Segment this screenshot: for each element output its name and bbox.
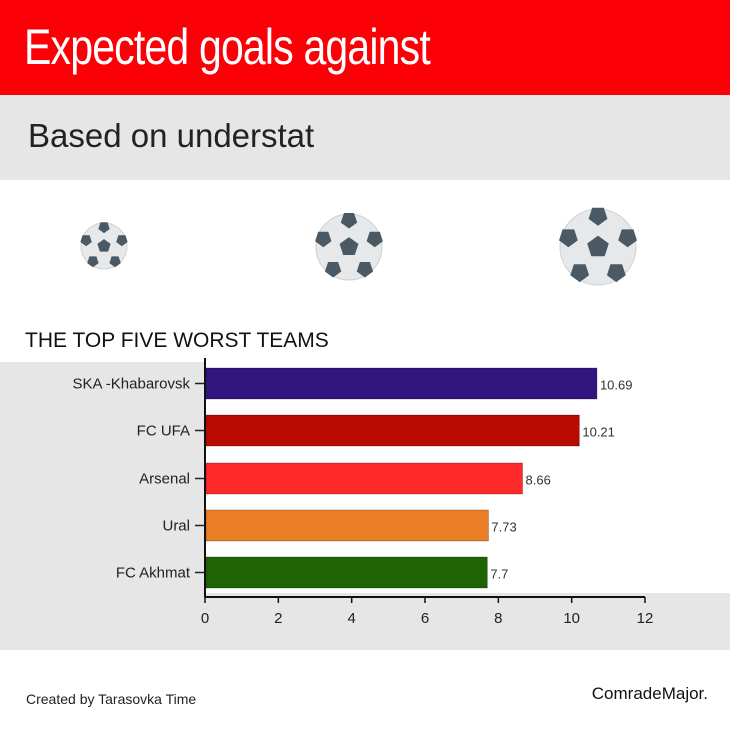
subtitle: Based on understat — [28, 117, 315, 154]
category-label: FC Akhmat — [116, 565, 191, 582]
data-label: 7.73 — [491, 520, 516, 535]
x-tick-label: 6 — [421, 610, 429, 627]
chart-label-background — [0, 362, 205, 593]
category-label: FC UFA — [137, 423, 190, 440]
category-label: SKA -Khabarovsk — [72, 376, 190, 393]
bar — [205, 367, 598, 400]
data-label: 7.7 — [490, 567, 508, 582]
x-tick-label: 8 — [494, 610, 502, 627]
subtitle-band: Based on understat — [0, 95, 730, 180]
data-label: 10.21 — [582, 425, 615, 440]
soccer-ball-icon — [80, 222, 128, 270]
bar — [205, 462, 524, 495]
soccer-ball-icon — [315, 213, 383, 281]
bar — [205, 509, 489, 542]
category-label: Ural — [162, 518, 190, 535]
x-tick-label: 12 — [637, 610, 654, 627]
bar — [205, 414, 580, 447]
header-banner: Expected goals against — [0, 0, 730, 95]
category-label: Arsenal — [139, 471, 190, 488]
chart-axis-background — [0, 593, 730, 650]
x-tick-label: 2 — [274, 610, 282, 627]
soccer-ball-icon — [559, 207, 637, 286]
chart-title: THE TOP FIVE WORST TEAMS — [25, 329, 329, 352]
brand-logo: ComradeMajor. — [591, 684, 708, 703]
x-tick-label: 10 — [563, 610, 580, 627]
x-tick-label: 4 — [347, 610, 355, 627]
data-label: 8.66 — [526, 473, 551, 488]
x-tick-label: 0 — [201, 610, 209, 627]
data-label: 10.69 — [600, 378, 633, 393]
credit-text: Created by Tarasovka Time — [26, 691, 197, 707]
page-title: Expected goals against — [24, 19, 431, 75]
bar — [205, 556, 488, 589]
